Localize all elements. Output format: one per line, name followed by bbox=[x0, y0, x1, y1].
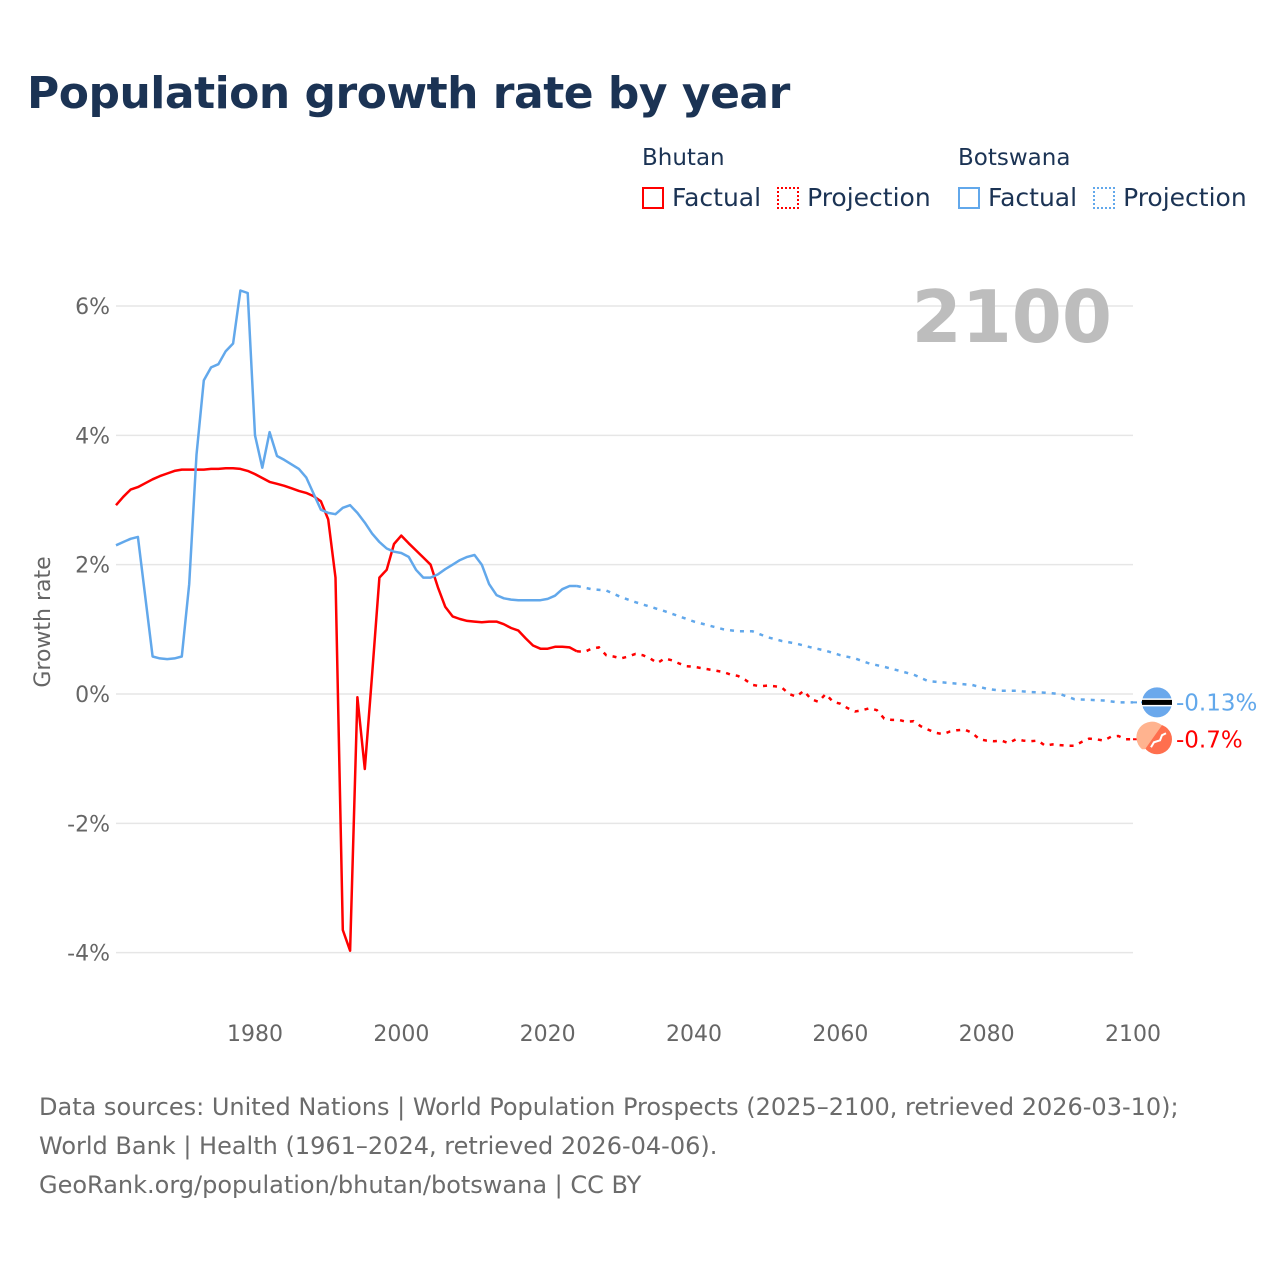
legend-bhutan-projection[interactable]: Projection bbox=[777, 183, 931, 212]
y-tick-label: -2% bbox=[67, 812, 110, 837]
botswana-flag-icon bbox=[1142, 687, 1172, 718]
flag-band bbox=[1142, 699, 1172, 705]
x-tick-label: 2060 bbox=[812, 1022, 868, 1047]
botswana-projection-line bbox=[576, 584, 1133, 704]
legend-swatch bbox=[958, 186, 980, 209]
legend-botswana: Botswana Factual Projection bbox=[958, 145, 1263, 212]
flag-half bbox=[1136, 721, 1162, 750]
botswana-end-label: -0.13% bbox=[1176, 690, 1257, 716]
legend-bhutan: Bhutan Factual Projection bbox=[642, 145, 947, 212]
legend-label: Projection bbox=[807, 183, 931, 212]
bhutan-factual-line bbox=[115, 467, 578, 952]
y-tick-label: 2% bbox=[75, 554, 110, 579]
legend-swatch bbox=[1093, 186, 1116, 209]
legend-label: Factual bbox=[988, 183, 1078, 212]
legend-bhutan-factual[interactable]: Factual bbox=[642, 183, 761, 212]
legend-botswana-projection[interactable]: Projection bbox=[1093, 183, 1247, 212]
legend-swatch bbox=[777, 186, 800, 209]
year-watermark: 2100 bbox=[912, 275, 1112, 359]
x-tick-label: 2100 bbox=[1105, 1022, 1161, 1047]
credit-link[interactable]: GeoRank.org/population/bhutan/botswana |… bbox=[39, 1171, 642, 1199]
legend-label: Factual bbox=[672, 183, 762, 212]
x-tick-label: 2080 bbox=[959, 1022, 1015, 1047]
x-tick-label: 1980 bbox=[227, 1022, 283, 1047]
chart-title: Population growth rate by year bbox=[27, 68, 790, 119]
legend-group-title: Bhutan bbox=[642, 145, 725, 171]
y-tick-label: -4% bbox=[67, 942, 110, 967]
y-tick-label: 6% bbox=[75, 295, 110, 320]
legend-label: Projection bbox=[1123, 183, 1247, 212]
x-tick-label: 2040 bbox=[666, 1022, 722, 1047]
x-tick-label: 2000 bbox=[373, 1022, 429, 1047]
flag-dragon bbox=[1150, 732, 1167, 748]
y-tick-label: 0% bbox=[75, 683, 110, 708]
data-sources: Data sources: United Nations | World Pop… bbox=[39, 1093, 1179, 1160]
bhutan-flag-icon bbox=[1136, 721, 1172, 755]
legend-botswana-factual[interactable]: Factual bbox=[958, 183, 1077, 212]
bhutan-projection-line bbox=[576, 646, 1133, 748]
botswana-factual-line bbox=[115, 289, 577, 661]
y-axis-label: Growth rate bbox=[31, 556, 56, 687]
footer: Data sources: United Nations | World Pop… bbox=[39, 1088, 1239, 1205]
x-tick-label: 2020 bbox=[520, 1022, 576, 1047]
y-tick-label: 4% bbox=[75, 424, 110, 449]
bhutan-end-label: -0.7% bbox=[1176, 727, 1243, 753]
legend-group-title: Botswana bbox=[958, 145, 1071, 171]
legend-swatch bbox=[642, 186, 664, 209]
